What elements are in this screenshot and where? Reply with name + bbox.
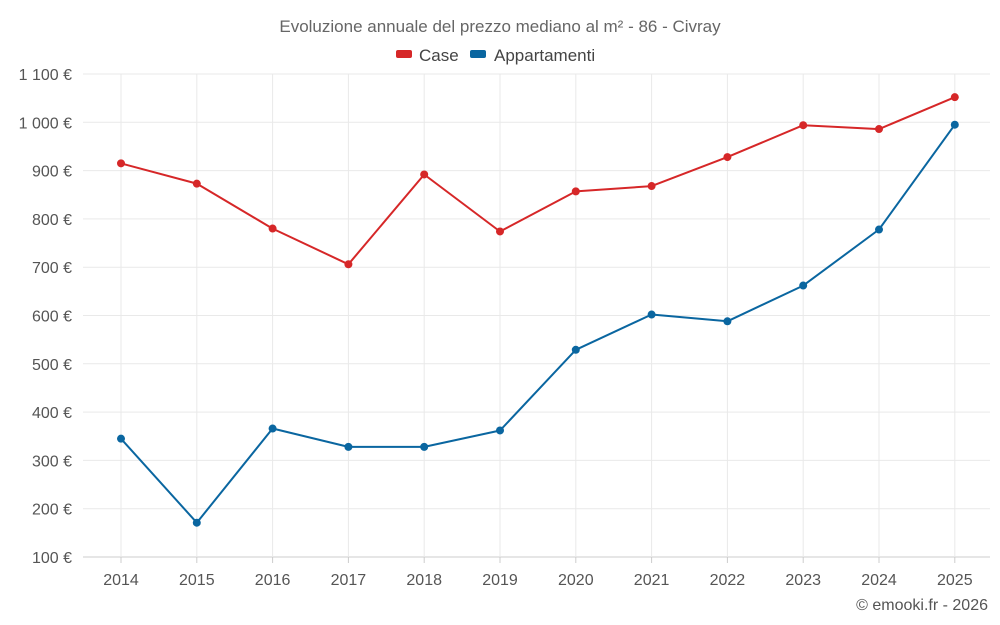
x-tick-label: 2014 [103, 572, 139, 589]
x-tick-label: 2019 [482, 572, 518, 589]
data-point-case[interactable]: Case 2022: 928 € [723, 153, 732, 162]
data-point-case[interactable]: Case 2024: 986 € [875, 125, 883, 134]
data-point-case[interactable]: Case 2023: 994 € [799, 121, 808, 130]
data-point-case[interactable]: Case 2019: 774 € [496, 227, 504, 236]
y-tick-label: 300 € [32, 453, 72, 470]
y-axis-ticks: 100 € 200 € 300 € 400 € 500 € 600 € 700 € 800 €… [19, 67, 72, 567]
data-point-case[interactable]: Case 2017: 706 € [344, 260, 353, 269]
legend-swatch-appartamenti [470, 50, 486, 58]
data-point-appartamenti[interactable]: Appartamenti 2021: 602 € [647, 310, 656, 319]
data-point-appartamenti[interactable]: Appartamenti 2017: 328 € [344, 442, 353, 451]
data-point-case[interactable]: Case 2020: 857 € [571, 187, 580, 196]
data-point-appartamenti[interactable]: Appartamenti 2015: 171 € [192, 518, 201, 527]
y-tick-label: 400 € [32, 405, 72, 422]
x-tick-label: 2021 [634, 572, 670, 589]
x-tick-label: 2025 [937, 572, 973, 589]
x-tick-label: 2015 [179, 572, 215, 589]
data-point-appartamenti[interactable]: Appartamenti 2016: 366 € [268, 424, 277, 433]
series: Case 2014: 915 € Case 2015: 873 € Case 201… [117, 93, 959, 527]
y-tick-label: 900 € [32, 164, 72, 181]
data-point-case[interactable]: Case 2014: 915 € [117, 159, 125, 168]
y-tick-label: 100 € [32, 550, 72, 567]
x-tick-label: 2020 [558, 572, 594, 589]
data-point-appartamenti[interactable]: Appartamenti 2025: 995 € [950, 120, 959, 129]
data-point-case[interactable]: Case 2016: 780 € [268, 224, 277, 233]
data-point-appartamenti[interactable]: Appartamenti 2023: 662 € [799, 281, 808, 290]
y-tick-label: 600 € [32, 309, 72, 326]
legend: Case Appartamenti [396, 46, 595, 65]
grid [83, 73, 990, 558]
x-tick-label: 2024 [861, 572, 897, 589]
series-line-case [120, 96, 956, 266]
x-tick-label: 2016 [255, 572, 291, 589]
y-tick-label: 1 100 € [19, 67, 72, 84]
data-point-appartamenti[interactable]: Appartamenti 2019: 362 € [496, 426, 504, 435]
data-point-appartamenti[interactable]: Appartamenti 2020: 529 € [571, 345, 580, 354]
data-point-appartamenti[interactable]: Appartamenti 2014: 345 € [117, 434, 125, 443]
y-tick-label: 200 € [32, 502, 72, 519]
x-tick-label: 2018 [406, 572, 442, 589]
x-axis-ticks: 2014 2015 2016 2017 2018 2019 2020 2021 2022 2023… [103, 557, 973, 589]
data-point-appartamenti[interactable]: Appartamenti 2024: 778 € [875, 225, 883, 234]
y-tick-label: 500 € [32, 357, 72, 374]
data-point-case[interactable]: Case 2021: 868 € [647, 182, 656, 191]
x-tick-label: 2017 [331, 572, 367, 589]
x-tick-label: 2022 [710, 572, 746, 589]
data-point-appartamenti[interactable]: Appartamenti 2018: 328 € [420, 442, 429, 451]
credit-text: © emooki.fr - 2026 [856, 597, 988, 614]
y-tick-label: 800 € [32, 212, 72, 229]
legend-swatch-case [396, 50, 412, 58]
chart-title: Evoluzione annuale del prezzo mediano al… [279, 17, 721, 36]
x-tick-label: 2023 [785, 572, 821, 589]
legend-label-appartamenti[interactable]: Appartamenti [494, 46, 595, 65]
series-line-appartamenti [120, 124, 956, 524]
y-tick-label: 1 000 € [19, 115, 72, 132]
data-point-case[interactable]: Case 2025: 1052 € [950, 93, 959, 102]
y-tick-label: 700 € [32, 260, 72, 277]
data-point-case[interactable]: Case 2015: 873 € [192, 179, 201, 188]
data-point-appartamenti[interactable]: Appartamenti 2022: 588 € [723, 317, 732, 326]
legend-label-case[interactable]: Case [419, 46, 459, 65]
data-point-case[interactable]: Case 2018: 892 € [420, 170, 429, 179]
